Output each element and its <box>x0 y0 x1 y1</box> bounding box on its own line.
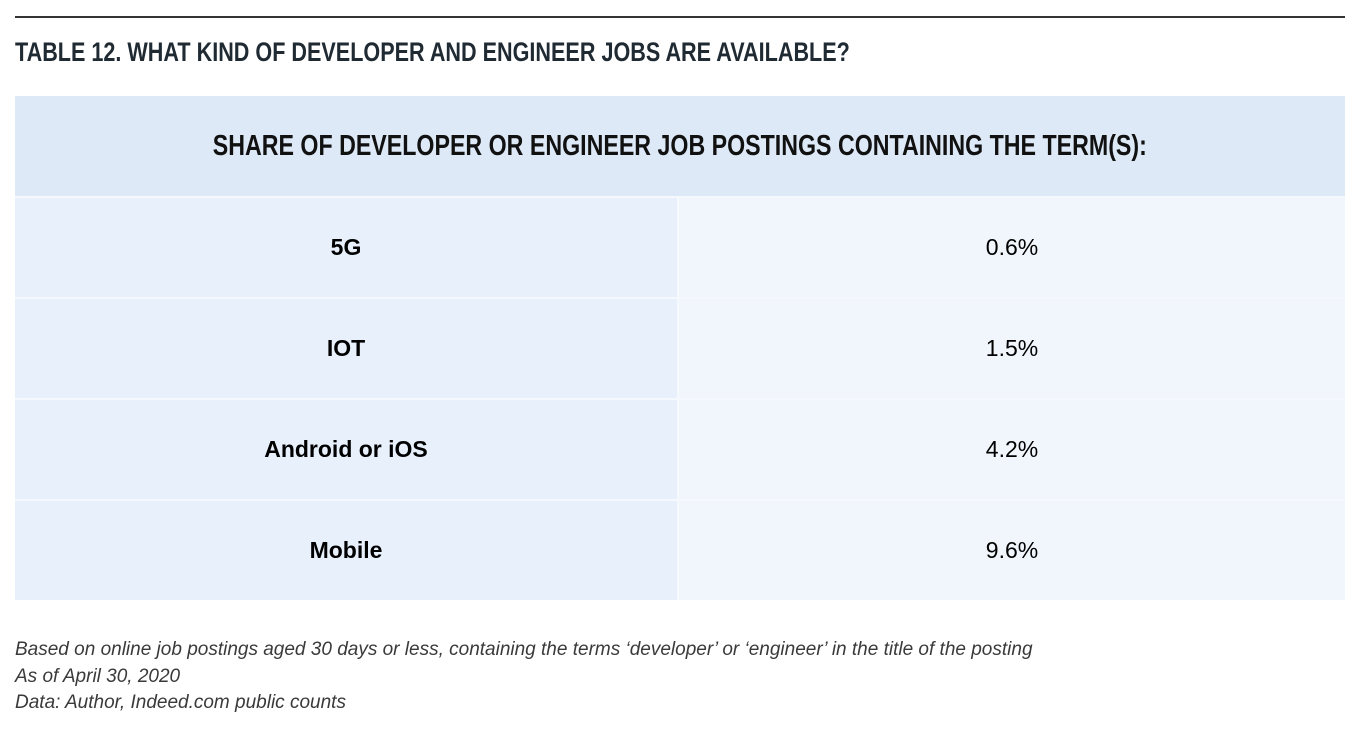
table-row: 5G 0.6% <box>15 196 1345 297</box>
footnote-source: Data: Author, Indeed.com public counts <box>15 692 346 713</box>
table-title: TABLE 12. WHAT KIND OF DEVELOPER AND ENG… <box>15 37 850 67</box>
table-row: Android or iOS 4.2% <box>15 398 1345 499</box>
term-cell: Mobile <box>15 499 679 600</box>
jobs-table: SHARE OF DEVELOPER OR ENGINEER JOB POSTI… <box>15 96 1345 600</box>
term-cell: IOT <box>15 297 679 398</box>
table-header-row: SHARE OF DEVELOPER OR ENGINEER JOB POSTI… <box>15 96 1345 196</box>
share-cell: 9.6% <box>679 499 1345 600</box>
share-cell: 1.5% <box>679 297 1345 398</box>
term-cell: 5G <box>15 196 679 297</box>
top-rule <box>15 16 1345 18</box>
table-row: Mobile 9.6% <box>15 499 1345 600</box>
table-row: IOT 1.5% <box>15 297 1345 398</box>
footnote-date: As of April 30, 2020 <box>15 665 181 687</box>
share-cell: 0.6% <box>679 196 1345 297</box>
share-cell: 4.2% <box>679 398 1345 499</box>
footnote-methodology: Based on online job postings aged 30 day… <box>15 639 1033 660</box>
term-cell: Android or iOS <box>15 398 679 499</box>
table-header: SHARE OF DEVELOPER OR ENGINEER JOB POSTI… <box>15 96 1345 196</box>
footnotes: Based on online job postings aged 30 day… <box>15 637 1033 717</box>
table-header-label: SHARE OF DEVELOPER OR ENGINEER JOB POSTI… <box>212 129 1148 162</box>
